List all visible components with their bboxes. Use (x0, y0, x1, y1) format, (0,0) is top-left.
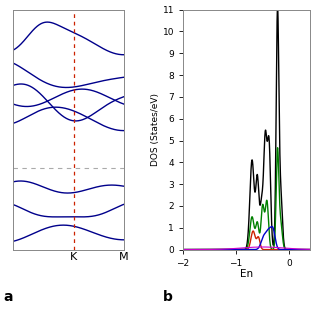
Y-axis label: DOS (States/eV): DOS (States/eV) (151, 93, 160, 166)
Text: a: a (3, 290, 13, 304)
X-axis label: En: En (240, 269, 253, 279)
Text: b: b (163, 290, 173, 304)
